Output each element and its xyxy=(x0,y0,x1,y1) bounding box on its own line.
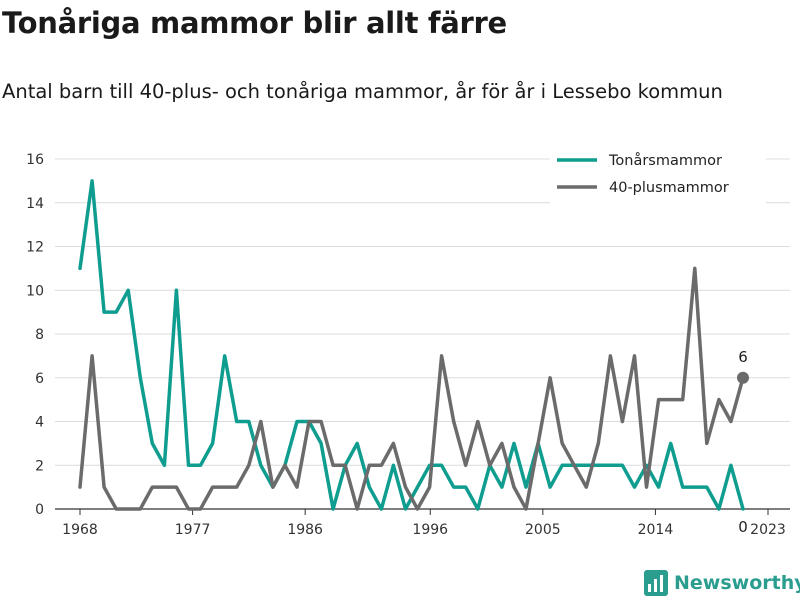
legend-box xyxy=(550,145,766,205)
y-tick-label: 2 xyxy=(35,458,44,474)
series-line xyxy=(78,266,745,511)
y-tick-label: 6 xyxy=(35,371,44,387)
chart-title: Tonåriga mammor blir allt färre xyxy=(2,6,507,40)
y-tick-label: 12 xyxy=(26,240,44,256)
x-tick-label: 2023 xyxy=(750,522,786,538)
x-tick-label: 1968 xyxy=(62,522,98,538)
chart-subtitle: Antal barn till 40-plus- och tonåriga ma… xyxy=(2,80,723,103)
end-point-marker xyxy=(736,371,749,384)
y-tick-label: 0 xyxy=(35,502,44,518)
x-tick-label: 1986 xyxy=(287,522,323,538)
y-tick-label: 10 xyxy=(26,283,44,299)
x-tick-label: 1977 xyxy=(175,522,211,538)
y-tick-label: 8 xyxy=(35,327,44,343)
brand-logo: Newsworthy xyxy=(644,570,800,596)
end-labels: 06 xyxy=(736,348,749,536)
end-value-label: 0 xyxy=(738,518,748,536)
x-tick-label: 1996 xyxy=(412,522,448,538)
y-tick-label: 4 xyxy=(35,415,44,431)
end-value-label: 6 xyxy=(738,348,748,366)
x-tick-label: 2005 xyxy=(525,522,561,538)
y-tick-label: 14 xyxy=(26,196,44,212)
axes: 0 2 4 6 8 10 12 14 16 1968 1977 1986 1996 2005 2014 202… xyxy=(26,152,790,538)
legend-label: Tonårsmammor xyxy=(608,152,722,169)
legend: Tonårsmammor 40-plusmammor xyxy=(550,145,766,205)
legend-label: 40-plusmammor xyxy=(609,180,729,196)
newsworthy-icon xyxy=(644,570,668,596)
brand-name: Newsworthy xyxy=(674,572,800,594)
x-tick-label: 2014 xyxy=(638,522,674,538)
y-tick-label: 16 xyxy=(26,152,44,168)
series-lines xyxy=(78,179,745,511)
